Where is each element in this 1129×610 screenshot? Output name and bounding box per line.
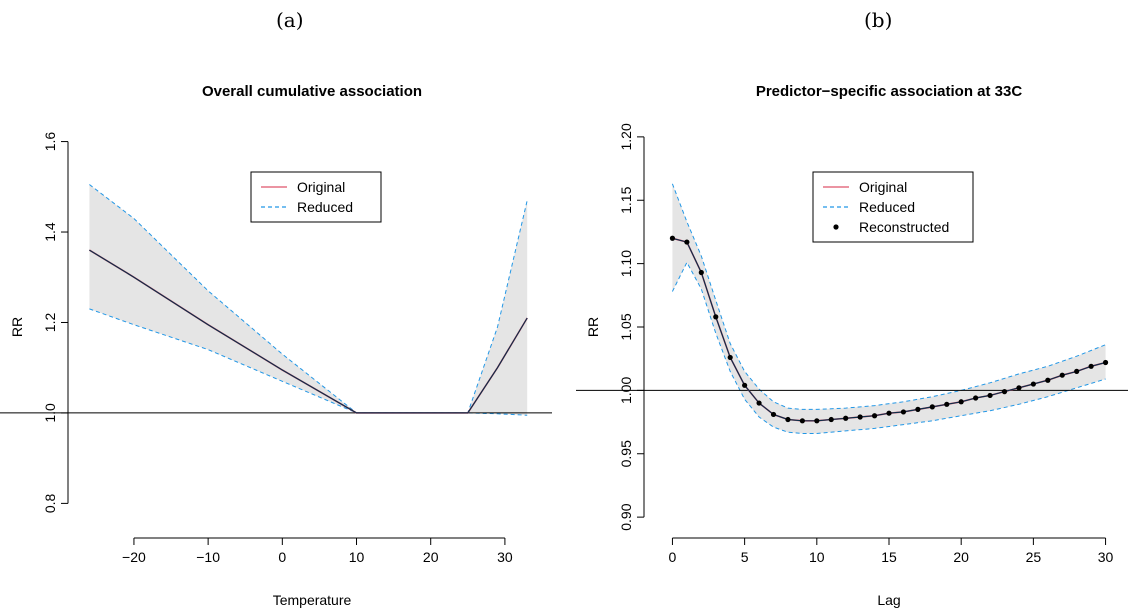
reconstructed-point: [973, 395, 979, 401]
reconstructed-point: [828, 416, 834, 423]
panel-label-a: (a): [276, 8, 304, 32]
reconstructed-point: [1059, 372, 1065, 378]
y-axis-label: RR: [585, 317, 601, 337]
reconstructed-point: [669, 235, 676, 241]
legend: Original Reduced: [250, 171, 382, 223]
series-reduced-line: [89, 249, 528, 414]
chart-overall-cumulative: Overall cumulative association −20 −10 0 10 2…: [0, 83, 552, 608]
reconstructed-point: [1001, 389, 1008, 395]
y-tick-label: 0.90: [618, 503, 634, 530]
y-tick-label: 1.15: [618, 186, 634, 213]
reconstructed-point: [1074, 368, 1080, 374]
y-tick-label: 1.20: [618, 123, 634, 150]
reconstructed-point: [727, 354, 733, 361]
x-tick-label: 20: [423, 549, 439, 565]
y-tick-label: 1.00: [618, 377, 634, 404]
x-tick-label: 5: [741, 549, 749, 565]
reconstructed-point: [1045, 377, 1051, 383]
y-axis-label: RR: [9, 317, 25, 337]
y-tick-label: 1.6: [42, 132, 58, 152]
y-tick-label: 1.10: [618, 250, 634, 277]
y-tick-label: 1.2: [42, 313, 58, 333]
reconstructed-point: [785, 416, 791, 423]
x-tick-label: 20: [953, 549, 969, 565]
reconstructed-point: [958, 399, 964, 405]
reconstructed-point: [770, 411, 777, 418]
x-tick-label: 10: [349, 549, 365, 565]
legend-label: Reduced: [859, 199, 915, 215]
y-tick-label: 1.4: [42, 222, 58, 242]
reconstructed-point: [843, 415, 849, 421]
legend-label: Original: [297, 179, 345, 195]
reconstructed-point: [684, 239, 690, 245]
reconstructed-point: [1102, 359, 1109, 366]
chart-title: Overall cumulative association: [202, 83, 422, 100]
lower-bound-line: [89, 308, 528, 416]
x-tick-label: 0: [669, 549, 677, 565]
legend: Original Reduced Reconstructed: [812, 171, 974, 243]
y-tick-label: 1.0: [42, 403, 58, 423]
y-tick-label: 0.95: [618, 440, 634, 467]
x-tick-label: 0: [278, 549, 286, 565]
legend-swatch-reconstructed: [833, 224, 839, 230]
x-tick-label: 25: [1026, 549, 1042, 565]
x-tick-label: −10: [196, 549, 220, 565]
legend-label: Reconstructed: [859, 219, 949, 235]
reconstructed-point: [698, 269, 704, 276]
x-tick-label: 30: [1098, 549, 1114, 565]
upper-bound-line: [671, 183, 1106, 410]
reconstructed-point: [871, 413, 878, 419]
x-tick-label: 30: [497, 549, 513, 565]
lower-bound-line: [671, 261, 1106, 434]
reconstructed-point: [987, 392, 993, 399]
legend-box: [250, 171, 382, 223]
reconstructed-point: [929, 404, 935, 410]
reconstructed-point: [915, 406, 921, 412]
x-tick-label: 15: [881, 549, 897, 565]
upper-bound-line: [89, 184, 528, 414]
reconstructed-point: [713, 314, 719, 320]
reconstructed-point: [814, 418, 820, 424]
confidence-band: [89, 184, 528, 416]
x-tick-label: −20: [122, 549, 146, 565]
reconstructed-point: [756, 400, 762, 406]
legend-label: Original: [859, 179, 907, 195]
reconstructed-point: [857, 414, 863, 420]
reconstructed-point: [1088, 363, 1094, 369]
reconstructed-point: [799, 418, 805, 424]
panel-label-b: (b): [864, 8, 893, 32]
x-axis-label: Temperature: [273, 592, 352, 608]
reconstructed-point: [1016, 385, 1022, 391]
y-tick-label: 0.8: [42, 493, 58, 513]
reconstructed-point: [900, 409, 907, 415]
y-tick-label: 1.05: [618, 313, 634, 340]
reconstructed-point: [886, 410, 892, 416]
reconstructed-point: [1030, 381, 1036, 387]
x-axis-label: Lag: [877, 592, 900, 608]
chart-title: Predictor−specific association at 33C: [756, 83, 1023, 100]
reconstructed-point: [944, 401, 950, 407]
legend-label: Reduced: [297, 199, 353, 215]
reconstructed-point: [742, 382, 748, 388]
chart-predictor-specific: Predictor−specific association at 33C 0 5 1…: [576, 83, 1128, 608]
x-tick-label: 10: [809, 549, 825, 565]
